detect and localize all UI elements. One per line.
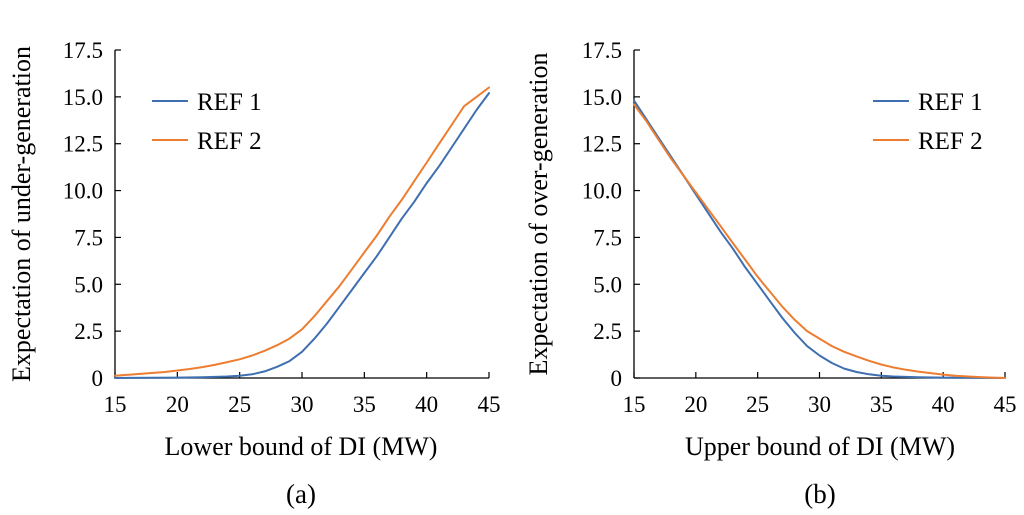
y-tick-label: 2.5 [74, 319, 103, 344]
x-tick-label: 20 [684, 392, 707, 417]
x-tick-label: 15 [623, 392, 646, 417]
y-tick-label: 15.0 [63, 85, 103, 110]
x-tick-label: 35 [870, 392, 893, 417]
legend-label-ref-1: REF 1 [918, 89, 983, 116]
legend-label-ref-1: REF 1 [197, 89, 262, 116]
x-tick-label: 45 [994, 392, 1017, 417]
y-tick-label: 10.0 [582, 179, 622, 204]
y-axis-title: Expectation of under-generation [7, 46, 36, 382]
y-tick-label: 0 [92, 366, 104, 391]
y-tick-label: 17.5 [63, 38, 103, 63]
y-tick-label: 5.0 [593, 272, 622, 297]
x-tick-label: 30 [291, 392, 314, 417]
x-tick-label: 25 [746, 392, 769, 417]
chart-panel-b: 0 2.5 5.0 7.5 10.0 12.5 15.0 17.5 15 20 … [524, 38, 1017, 509]
legend: REF 1 REF 2 [873, 89, 983, 155]
y-tick-label: 5.0 [74, 272, 103, 297]
x-tick-label: 40 [932, 392, 955, 417]
y-axis-title: Expectation of over-generation [524, 53, 553, 376]
x-tick-label: 35 [353, 392, 376, 417]
y-tick-label: 0 [611, 366, 623, 391]
panel-label: (b) [804, 479, 835, 509]
y-tick-label: 10.0 [63, 179, 103, 204]
y-ticks: 0 2.5 5.0 7.5 10.0 12.5 15.0 17.5 [63, 38, 121, 391]
x-tick-label: 30 [808, 392, 831, 417]
y-tick-label: 12.5 [582, 132, 622, 157]
y-tick-label: 12.5 [63, 132, 103, 157]
x-tick-label: 20 [166, 392, 189, 417]
y-tick-label: 17.5 [582, 38, 622, 63]
series-line-ref-2 [633, 103, 1006, 379]
y-ticks: 0 2.5 5.0 7.5 10.0 12.5 15.0 17.5 [582, 38, 640, 391]
x-tick-label: 45 [478, 392, 501, 417]
series-line-ref-1 [114, 92, 490, 379]
x-axis-title: Lower bound of DI (MW) [165, 432, 438, 461]
series-line-ref-2 [114, 86, 490, 377]
x-tick-label: 25 [228, 392, 251, 417]
x-tick-label: 40 [415, 392, 438, 417]
x-ticks: 15 20 25 30 35 40 45 [623, 372, 1017, 417]
x-ticks: 15 20 25 30 35 40 45 [104, 372, 501, 417]
x-tick-label: 15 [104, 392, 127, 417]
x-axis-title: Upper bound of DI (MW) [685, 432, 955, 461]
y-tick-label: 15.0 [582, 85, 622, 110]
legend-label-ref-2: REF 2 [918, 128, 983, 155]
y-tick-label: 2.5 [593, 319, 622, 344]
y-tick-label: 7.5 [74, 225, 103, 250]
legend: REF 1 REF 2 [152, 89, 262, 155]
panel-label: (a) [286, 479, 316, 509]
y-tick-label: 7.5 [593, 225, 622, 250]
legend-label-ref-2: REF 2 [197, 128, 262, 155]
chart-panel-a: 0 2.5 5.0 7.5 10.0 12.5 15.0 17.5 15 20 … [7, 38, 501, 509]
